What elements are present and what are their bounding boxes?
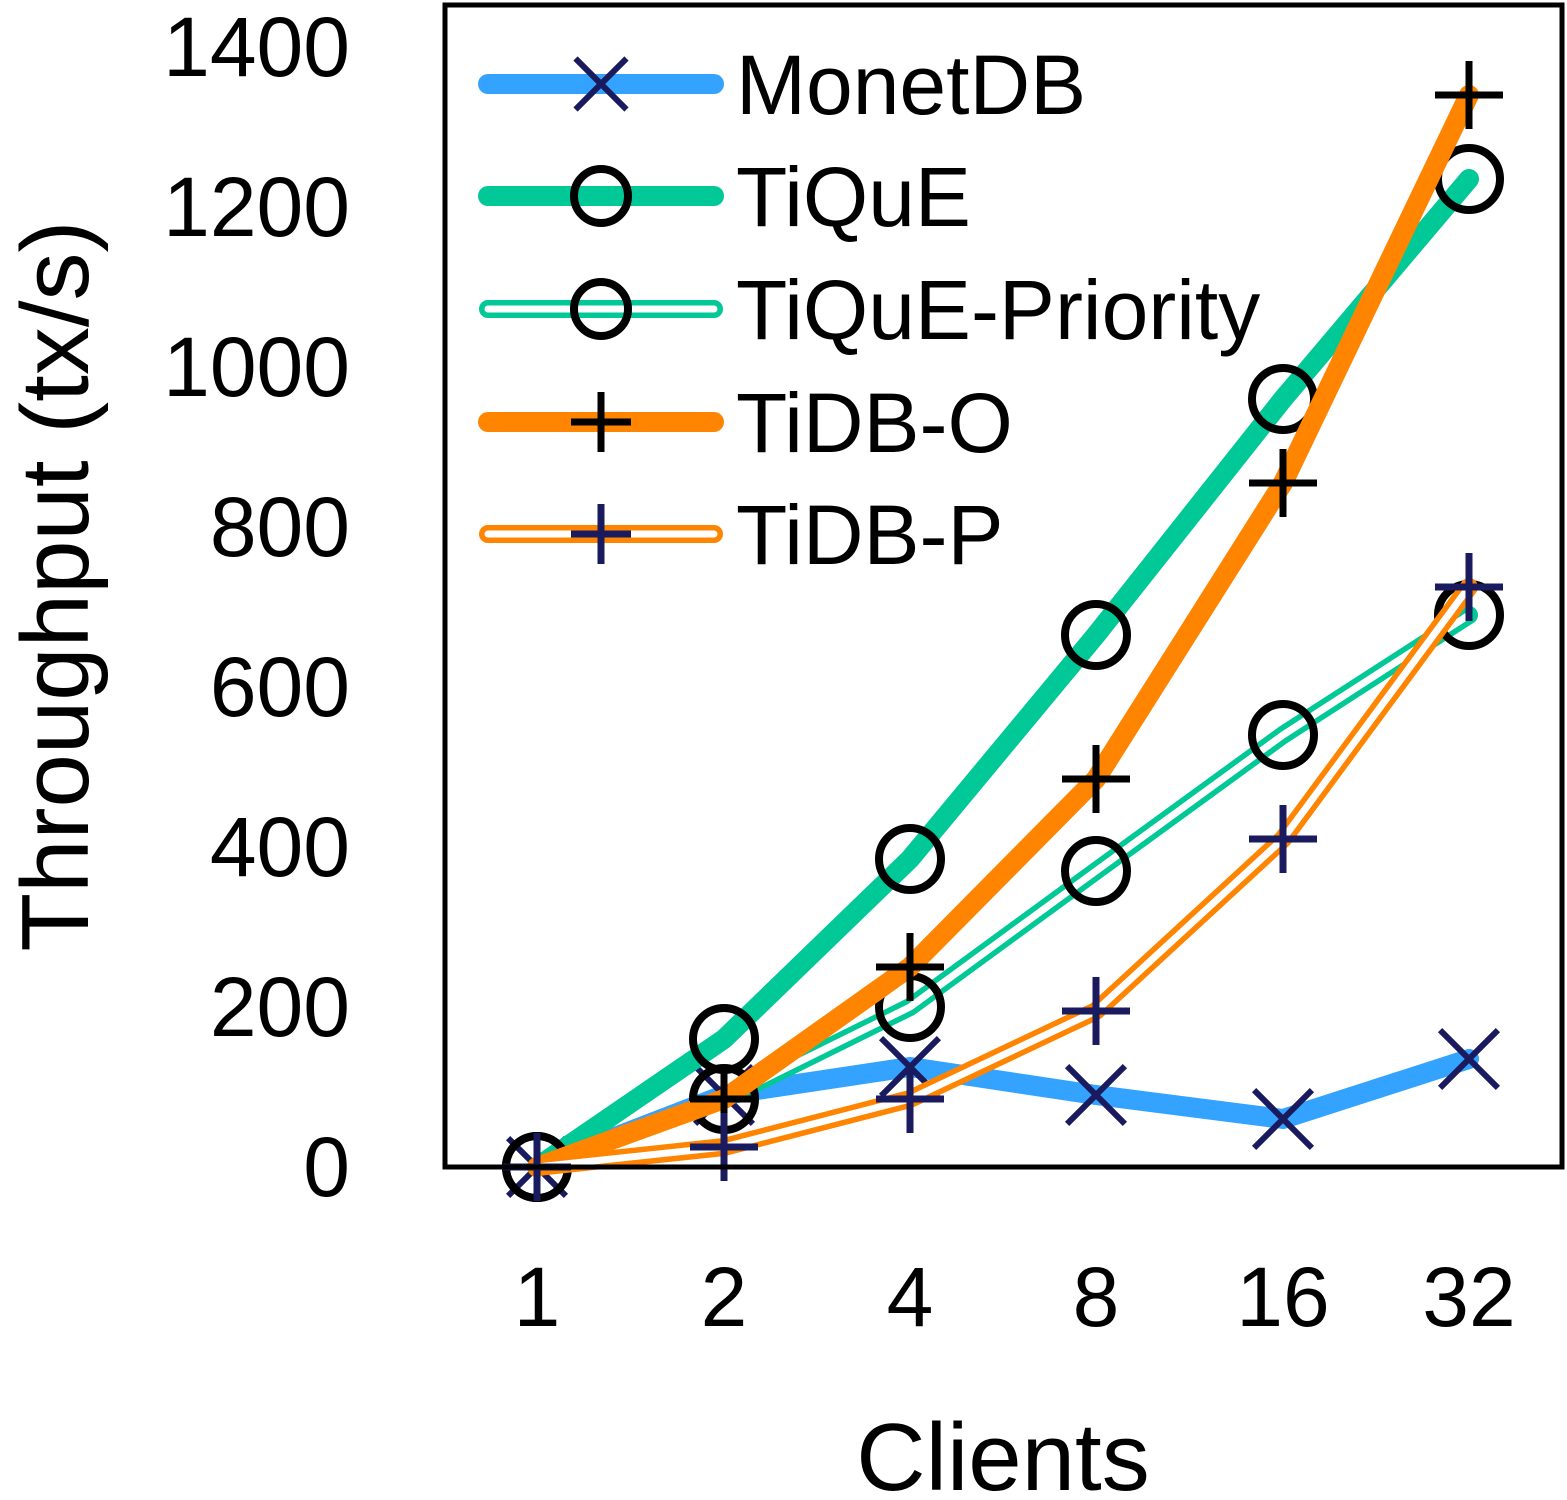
plot-frame — [442, 2, 1565, 1170]
legend-label-monetdb: MonetDB — [736, 38, 1086, 132]
marker-tique-priority-16 — [1248, 700, 1318, 770]
y-tick-label: 1200 — [163, 160, 350, 254]
x-tick-label: 16 — [1236, 1250, 1329, 1344]
marker-tidb-o-4 — [876, 933, 944, 1001]
legend-label-tique: TiQuE — [736, 150, 971, 244]
marker-tidb-o-32 — [1435, 61, 1503, 129]
legend-label-tidb-p: TiDB-P — [736, 488, 1004, 582]
legend-item-monetdb: MonetDB — [478, 38, 1086, 132]
x-axis-ticks: 1 2 4 8 16 32 — [514, 1250, 1516, 1344]
x-tick-label: 8 — [1073, 1250, 1120, 1344]
y-tick-label: 1000 — [163, 320, 350, 414]
x-tick-label: 32 — [1422, 1250, 1515, 1344]
x-tick-label: 4 — [887, 1250, 934, 1344]
marker-tidb-p-4 — [876, 1065, 944, 1133]
marker-monetdb-32 — [1437, 1027, 1501, 1091]
marker-tique-priority-8 — [1061, 836, 1131, 906]
marker-tique-8 — [1061, 600, 1131, 670]
legend: MonetDB TiQuE TiQuE-Priority TiDB-O TiDB-P — [478, 38, 1260, 582]
y-tick-label: 600 — [210, 640, 350, 734]
x-tick-label: 2 — [701, 1250, 748, 1344]
series-line-tique — [527, 169, 1479, 1177]
marker-tidb-p-2 — [690, 1113, 758, 1181]
marker-tidb-o-16 — [1249, 449, 1317, 517]
marker-monetdb-8 — [1064, 1063, 1128, 1127]
y-axis-title: Throughput (tx/s) — [2, 221, 109, 952]
marker-tidb-p-16 — [1249, 805, 1317, 873]
legend-marker-tidb-o — [571, 392, 631, 452]
y-tick-label: 0 — [303, 1120, 350, 1214]
series-layer — [502, 61, 1504, 1202]
legend-label-tidb-o: TiDB-O — [736, 376, 1013, 470]
legend-item-tique: TiQuE — [478, 150, 971, 244]
legend-item-tique-priority: TiQuE-Priority — [479, 263, 1260, 357]
legend-marker-tique — [570, 165, 632, 227]
legend-label-tique-priority: TiQuE-Priority — [736, 263, 1260, 357]
legend-marker-monetdb — [573, 56, 629, 112]
y-axis-ticks: 0 200 400 600 800 1000 1200 1400 — [163, 0, 350, 1214]
marker-tidb-o-8 — [1062, 745, 1130, 813]
marker-tidb-p-32 — [1435, 553, 1503, 621]
y-tick-label: 1400 — [163, 0, 350, 94]
y-tick-label: 800 — [210, 480, 350, 574]
marker-tidb-p-8 — [1062, 977, 1130, 1045]
legend-marker-tique-priority — [570, 278, 632, 340]
marker-tique-4 — [875, 824, 945, 894]
x-tick-label: 1 — [514, 1250, 561, 1344]
x-axis-title: Clients — [856, 1404, 1149, 1500]
y-tick-label: 200 — [210, 960, 350, 1054]
legend-marker-tidb-p — [571, 504, 631, 564]
legend-item-tidb-p: TiDB-P — [479, 488, 1004, 582]
series-line-tidb-o — [527, 85, 1479, 1177]
y-tick-label: 400 — [210, 800, 350, 894]
marker-monetdb-16 — [1251, 1087, 1315, 1151]
legend-item-tidb-o: TiDB-O — [478, 376, 1013, 470]
